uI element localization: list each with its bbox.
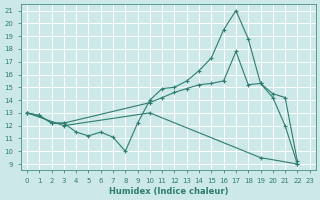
X-axis label: Humidex (Indice chaleur): Humidex (Indice chaleur) [108,187,228,196]
